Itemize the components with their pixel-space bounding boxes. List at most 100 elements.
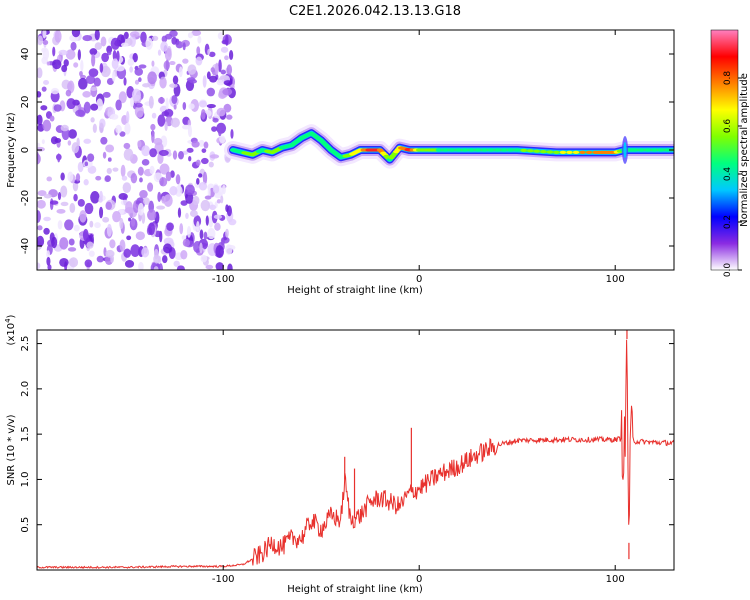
- noise-blob: [203, 231, 208, 241]
- noise-blob: [151, 60, 155, 67]
- noise-blob: [57, 220, 63, 230]
- noise-blob: [153, 266, 159, 270]
- noise-blob: [83, 101, 91, 114]
- noise-blob: [118, 208, 125, 215]
- noise-blob: [91, 53, 96, 67]
- spectrogram-x-tick-label: 0: [416, 274, 422, 285]
- noise-blob: [201, 157, 209, 165]
- noise-blob: [223, 103, 232, 113]
- noise-blob: [66, 82, 73, 91]
- noise-blob: [140, 31, 147, 44]
- noise-blob: [178, 150, 184, 160]
- ridge-mark: [631, 148, 638, 152]
- noise-blob: [207, 48, 211, 56]
- noise-blob: [67, 140, 72, 146]
- colorbar-gradient: [710, 29, 739, 271]
- spectrogram-y-tick-label: -40: [20, 238, 31, 254]
- noise-blob: [68, 257, 79, 268]
- noise-blob: [37, 153, 41, 165]
- noise-blob: [82, 35, 93, 42]
- noise-blob: [109, 239, 116, 249]
- snr-y-tick-label: 2.0: [20, 381, 31, 397]
- snr-frame: [36, 329, 675, 571]
- noise-blob: [220, 75, 230, 80]
- noise-blob: [120, 42, 129, 47]
- noise-blob: [111, 58, 119, 70]
- noise-blob: [217, 32, 224, 40]
- snr-y-tick-label: 0.5: [20, 517, 31, 533]
- noise-blob: [158, 149, 169, 157]
- noise-blob: [214, 222, 221, 231]
- snr-line: [37, 339, 674, 569]
- noise-blob: [189, 210, 198, 218]
- noise-blob: [200, 254, 208, 263]
- noise-blob: [177, 181, 181, 194]
- noise-blob: [106, 167, 112, 174]
- noise-blob: [198, 173, 203, 178]
- noise-blob: [122, 182, 132, 194]
- noise-blob: [203, 141, 209, 149]
- noise-blob: [89, 220, 94, 228]
- snr-y-label: SNR (10 * v/v): [6, 414, 17, 485]
- noise-blob: [172, 75, 179, 85]
- noise-blob: [195, 56, 203, 66]
- noise-blob: [206, 71, 211, 80]
- noise-blob: [101, 52, 110, 63]
- snr-y-tick-label: 2.5: [20, 336, 31, 352]
- noise-blob: [77, 199, 85, 207]
- colorbar: 0.0 0.2 0.4 0.6 0.8 Normalized spectral ampl…: [710, 29, 750, 277]
- noise-blob: [112, 167, 119, 172]
- noise-blob: [166, 222, 174, 231]
- noise-blob: [110, 37, 120, 50]
- noise-blob: [138, 77, 142, 83]
- noise-blob: [119, 131, 126, 137]
- ridge-mark: [572, 150, 580, 154]
- noise-blob: [192, 195, 200, 206]
- noise-blob: [67, 247, 77, 252]
- noise-blob: [100, 65, 111, 78]
- noise-blob: [225, 244, 233, 255]
- noise-blob: [221, 184, 226, 195]
- noise-blob: [70, 41, 77, 51]
- noise-blob: [47, 264, 52, 270]
- noise-blob: [132, 52, 138, 63]
- ridge-mark: [638, 148, 645, 152]
- colorbar-ticks: 0.0 0.2 0.4 0.6 0.8: [723, 71, 742, 277]
- noise-blob: [191, 140, 200, 148]
- spectrogram-panel: -100 0 100 -40 -20 0 20 40 Height of straight …: [6, 29, 675, 296]
- noise-blob: [195, 159, 201, 166]
- noise-blob: [188, 103, 195, 110]
- noise-blob: [164, 33, 173, 40]
- noise-blob: [230, 128, 234, 139]
- noise-blob: [161, 111, 170, 117]
- noise-blob: [59, 237, 69, 250]
- snr-y-ticks: 0.5 1.0 1.5 2.0 2.5: [20, 336, 674, 533]
- noise-blob: [106, 78, 114, 85]
- noise-blob: [129, 31, 140, 38]
- noise-blob: [77, 49, 81, 61]
- noise-blob: [173, 104, 177, 110]
- noise-blob: [149, 165, 155, 175]
- spectrogram-y-label: Frequency (Hz): [6, 112, 17, 188]
- noise-blob: [58, 49, 68, 56]
- ridge-mark: [664, 148, 671, 152]
- ridge-mark: [579, 150, 586, 154]
- noise-blob: [205, 264, 214, 270]
- noise-blob: [151, 130, 155, 144]
- noise-blob: [112, 211, 121, 223]
- colorbar-tick-label: 0.2: [723, 215, 733, 229]
- snr-y-multiplier: (x104): [4, 314, 17, 345]
- noise-blob: [82, 228, 89, 242]
- noise-blob: [106, 223, 112, 237]
- noise-blob: [175, 174, 181, 185]
- noise-blob: [148, 222, 156, 236]
- noise-blob: [141, 159, 150, 166]
- noise-blob: [126, 235, 132, 241]
- noise-blob: [125, 201, 133, 214]
- noise-blob: [90, 191, 100, 204]
- noise-blob: [84, 202, 94, 215]
- ridge-mark: [644, 148, 652, 152]
- noise-blob: [204, 195, 212, 200]
- noise-blob: [158, 263, 163, 270]
- noise-blob: [37, 67, 43, 79]
